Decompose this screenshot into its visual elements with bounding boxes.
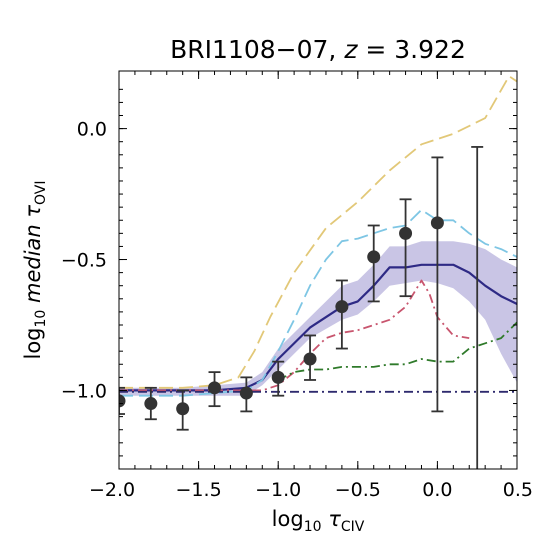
data-point — [430, 216, 444, 230]
y-tick-label: −0.5 — [61, 250, 107, 272]
data-point — [144, 397, 158, 411]
data-point — [239, 386, 253, 400]
data-points — [119, 146, 484, 469]
data-point — [119, 394, 126, 408]
y-axis-label: log10 median τOVI — [21, 180, 49, 359]
x-tick-label: −0.5 — [335, 479, 381, 501]
data-point — [208, 381, 222, 395]
data-point — [176, 402, 190, 416]
model-line-2 — [119, 75, 517, 389]
x-tick-label: −2.0 — [89, 479, 135, 501]
data-point — [399, 226, 413, 240]
data-point — [271, 370, 285, 384]
x-tick-label: −1.0 — [255, 479, 301, 501]
data-point — [303, 352, 317, 366]
y-tick-label: −1.0 — [61, 380, 107, 402]
x-tick-label: 0.0 — [422, 479, 452, 501]
y-tick-label: 0.0 — [77, 119, 107, 141]
plot-area — [119, 75, 517, 469]
data-point — [335, 300, 349, 314]
x-tick-label: 0.5 — [503, 479, 533, 501]
model-line-5 — [277, 321, 517, 381]
chart-title: BRI1108−07, z = 3.922 — [170, 35, 466, 64]
x-axis-label: log10 τCIV — [272, 507, 365, 535]
axis-ticks: −2.0 −1.5 −1.0 −0.5 0.0 0.5 −1.0 −0.5 0.0 — [61, 71, 533, 501]
x-tick-label: −1.5 — [176, 479, 222, 501]
model-line-3 — [119, 208, 517, 397]
data-point — [367, 250, 381, 264]
model-scatter-band — [119, 241, 517, 396]
plot-frame — [118, 70, 518, 470]
